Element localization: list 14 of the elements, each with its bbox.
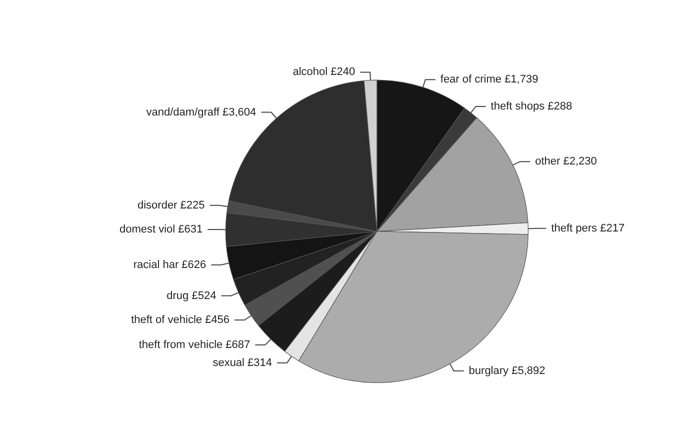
slice-label: sexual £314: [212, 356, 272, 369]
slice-label: theft pers £217: [551, 222, 625, 234]
slice-label: other £2,230: [535, 156, 597, 168]
slice-label: theft shops £288: [490, 100, 572, 112]
slice-label: racial har £626: [133, 258, 206, 271]
slice-label: burglary £5,892: [468, 364, 546, 377]
slice-label: theft of vehicle £456: [131, 314, 230, 326]
slice-label: alcohol £240: [292, 66, 356, 78]
slice-label: domest viol £631: [119, 223, 203, 236]
slice-label: theft from vehicle £687: [138, 338, 250, 351]
slice-label: fear of crime £1,739: [440, 74, 538, 86]
slice-label: drug £524: [166, 290, 216, 302]
slice-label: vand/dam/graff £3,604: [146, 106, 256, 118]
slice-label: disorder £225: [137, 199, 205, 212]
